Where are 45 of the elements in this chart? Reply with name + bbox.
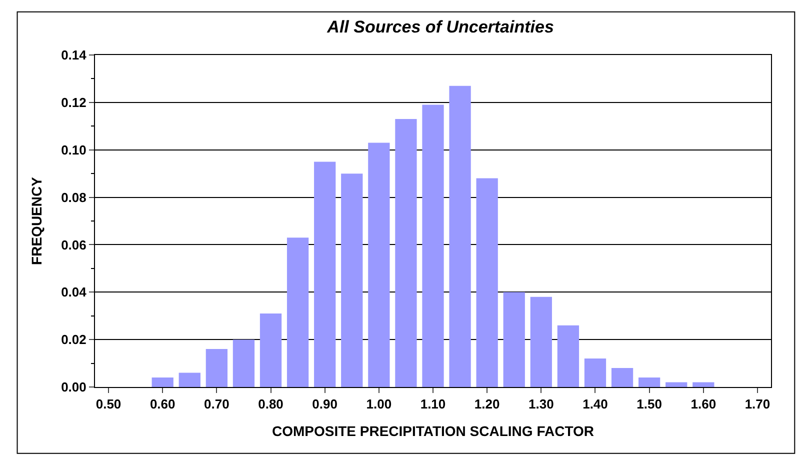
bar xyxy=(286,238,309,387)
bar xyxy=(638,378,660,387)
x-tick-label: 0.50 xyxy=(96,396,122,412)
x-tick-label: 1.70 xyxy=(744,396,770,412)
y-tick-label: 0.14 xyxy=(61,48,88,63)
x-tick-label: 1.30 xyxy=(528,396,554,412)
bar xyxy=(611,368,634,387)
y-tick-label: 0.10 xyxy=(61,142,86,158)
y-axis-title: FREQUENCY xyxy=(28,176,45,265)
x-tick-label: 1.60 xyxy=(690,396,716,412)
bar xyxy=(368,142,390,387)
bar xyxy=(314,162,336,387)
bar xyxy=(476,178,498,387)
y-tick-label: 0.00 xyxy=(61,380,86,395)
bar xyxy=(530,296,552,387)
x-tick-label: 1.40 xyxy=(582,396,608,412)
y-tick-label: 0.12 xyxy=(61,94,86,110)
bar xyxy=(584,358,606,387)
bar xyxy=(422,104,444,387)
bar xyxy=(232,340,255,387)
x-tick-label: 0.80 xyxy=(258,396,284,412)
y-tick-label: 0.02 xyxy=(61,332,86,348)
bar xyxy=(260,313,282,387)
bar xyxy=(341,174,363,387)
x-tick-label: 1.00 xyxy=(366,396,392,412)
x-tick-label: 1.50 xyxy=(636,396,662,412)
y-tick-label: 0.04 xyxy=(61,284,88,300)
x-axis-title: COMPOSITE PRECIPITATION SCALING FACTOR xyxy=(272,422,594,439)
bar xyxy=(666,382,688,387)
bar xyxy=(206,349,228,387)
bar xyxy=(152,378,174,387)
bar xyxy=(449,86,471,387)
x-tick-label: 0.60 xyxy=(150,396,176,412)
bar xyxy=(503,292,525,387)
x-tick-label: 0.90 xyxy=(312,396,338,412)
bar xyxy=(557,325,580,387)
y-tick-label: 0.08 xyxy=(61,190,86,205)
bar xyxy=(692,382,714,387)
y-tick-label: 0.06 xyxy=(61,237,86,252)
bar xyxy=(178,372,200,387)
bar xyxy=(395,119,417,387)
chart-title: All Sources of Uncertainties xyxy=(326,18,554,37)
x-tick-label: 1.20 xyxy=(474,396,500,412)
x-tick-label: 0.70 xyxy=(204,396,230,412)
x-tick-label: 1.10 xyxy=(420,396,446,412)
